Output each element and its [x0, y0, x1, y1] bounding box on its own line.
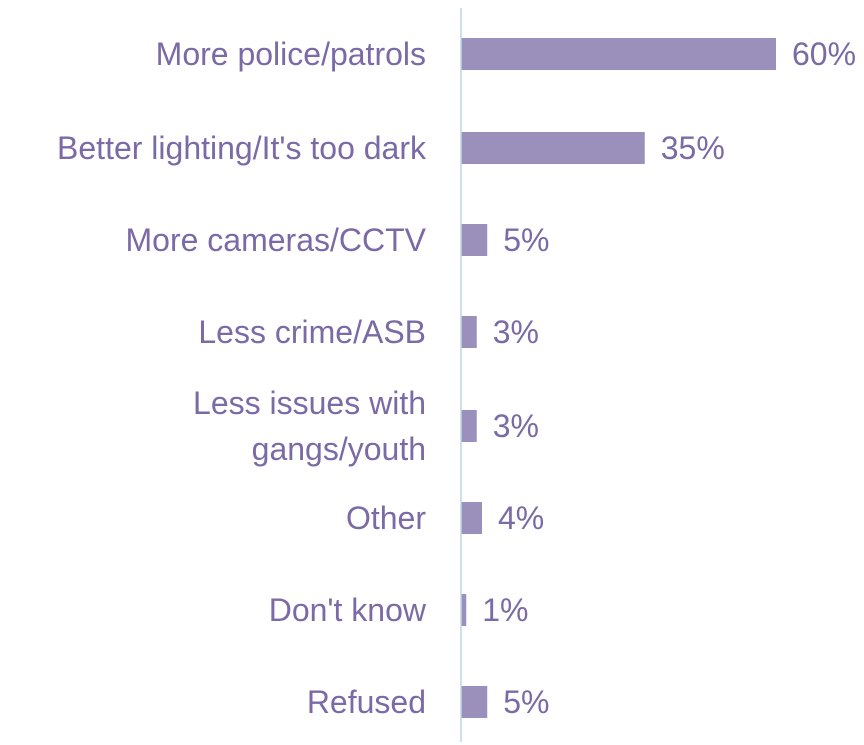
bar-better-lighting-it-s-too-dark	[461, 132, 645, 164]
category-label-line: More police/patrols	[156, 36, 426, 72]
bar-don-t-know	[461, 594, 467, 626]
value-label-less-crime-asb: 3%	[493, 314, 539, 350]
category-label-less-crime-asb: Less crime/ASB	[198, 314, 426, 350]
category-labels-group: More police/patrols Better lighting/It's …	[57, 36, 427, 720]
value-label-other: 4%	[498, 500, 544, 536]
value-label-better-lighting-it-s-too-dark: 35%	[661, 130, 725, 166]
category-label-don-t-know: Don't know	[269, 592, 427, 628]
category-label-better-lighting-it-s-too-dark: Better lighting/It's too dark	[57, 130, 427, 166]
category-label-refused: Refused	[307, 684, 426, 720]
value-label-more-cameras-cctv: 5%	[503, 222, 549, 258]
bars-group	[461, 38, 776, 718]
category-label-line: Better lighting/It's too dark	[57, 130, 427, 166]
category-label-line: Less issues with	[193, 385, 426, 421]
category-label-line: Less crime/ASB	[198, 314, 426, 350]
category-label-line: gangs/youth	[252, 431, 426, 467]
category-label-more-cameras-cctv: More cameras/CCTV	[126, 222, 427, 258]
value-label-don-t-know: 1%	[482, 592, 528, 628]
value-label-more-police-patrols: 60%	[792, 36, 856, 72]
category-label-other: Other	[346, 500, 426, 536]
bar-other	[461, 502, 482, 534]
bar-refused	[461, 686, 488, 718]
bar-more-police-patrols	[461, 38, 776, 70]
category-label-line: Don't know	[269, 592, 427, 628]
category-label-line: Other	[346, 500, 426, 536]
bar-less-crime-asb	[461, 316, 477, 348]
category-label-line: More cameras/CCTV	[126, 222, 427, 258]
bar-more-cameras-cctv	[461, 224, 488, 256]
bar-less-issues-with-gangs-youth	[461, 410, 477, 442]
value-label-refused: 5%	[503, 684, 549, 720]
category-label-less-issues-with-gangs-youth: Less issues with gangs/youth	[193, 385, 426, 467]
category-label-more-police-patrols: More police/patrols	[156, 36, 426, 72]
category-label-line: Refused	[307, 684, 426, 720]
value-label-less-issues-with-gangs-youth: 3%	[493, 408, 539, 444]
value-labels-group: 60% 35% 5% 3% 3% 4% 1% 5%	[482, 36, 856, 720]
